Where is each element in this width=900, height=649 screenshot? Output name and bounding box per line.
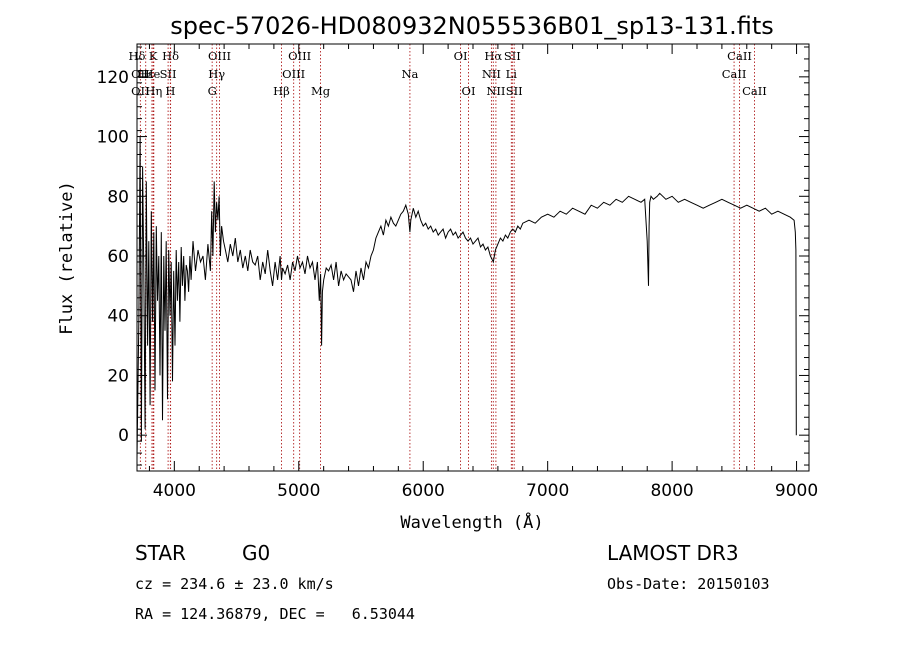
line-mark-label: OII: [131, 84, 150, 98]
line-mark-label: SII: [506, 84, 523, 98]
spectrum-line: [136, 136, 797, 460]
object-type: STAR: [135, 541, 186, 565]
line-mark-label: OIII: [288, 49, 311, 63]
line-mark-label: Hβ: [273, 84, 290, 98]
redshift-cz: cz = 234.6 ± 23.0 km/s: [135, 575, 334, 593]
line-mark-label: OII: [131, 67, 150, 81]
line-mark-label: CaII: [727, 49, 752, 63]
line-mark-label: H: [165, 84, 175, 98]
obs-date: Obs-Date: 20150103: [607, 575, 770, 593]
y-tick-label: 100: [97, 128, 129, 148]
x-tick-label: 5000: [277, 481, 320, 501]
line-mark-label: OI: [462, 84, 476, 98]
line-mark-label: Hγ: [208, 67, 225, 81]
line-mark-label: Hα: [484, 49, 502, 63]
line-mark-label: SII: [160, 67, 177, 81]
line-mark-label: G: [208, 84, 217, 98]
x-tick-label: 6000: [402, 481, 445, 501]
line-mark-label: He: [144, 67, 161, 81]
line-mark-label: Mg: [311, 84, 331, 98]
y-tick-label: 20: [107, 366, 129, 386]
x-tick-label: 4000: [153, 481, 196, 501]
line-mark-label: Hη: [145, 84, 162, 98]
y-tick-label: 80: [107, 187, 129, 207]
line-mark-label: NII: [482, 67, 501, 81]
x-axis-label: Wavelength (Å): [400, 511, 543, 533]
line-mark-label: OI: [454, 49, 468, 63]
x-tick-label: 9000: [775, 481, 818, 501]
line-mark-label: CaII: [722, 67, 747, 81]
line-mark-label: OIII: [208, 49, 231, 63]
chart-title: spec-57026-HD080932N055536B01_sp13-131.f…: [170, 12, 774, 40]
plot-frame: [136, 43, 810, 472]
line-mark-label: CaII: [742, 84, 767, 98]
y-axis-label: Flux (relative): [57, 181, 77, 335]
x-tick-label: 7000: [526, 481, 569, 501]
line-mark-label: Na: [401, 67, 418, 81]
y-tick-label: 60: [107, 247, 129, 267]
y-tick-label: 0: [118, 426, 129, 446]
line-mark-label: Li: [506, 67, 518, 81]
x-tick-label: 8000: [650, 481, 693, 501]
line-mark-label: NII: [486, 84, 505, 98]
ra-dec: RA = 124.36879, DEC = 6.53044: [135, 605, 415, 623]
survey-name: LAMOST DR3: [607, 541, 739, 565]
line-mark-label: SII: [504, 49, 521, 63]
y-tick-label: 120: [97, 68, 129, 88]
y-tick-label: 40: [107, 307, 129, 327]
line-mark-label: OIII: [282, 67, 305, 81]
axis-ticks: 4000 5000 6000 7000 8000 9000 0 20 40 60 80 100 120: [97, 44, 818, 501]
object-subclass: G0: [242, 541, 270, 565]
